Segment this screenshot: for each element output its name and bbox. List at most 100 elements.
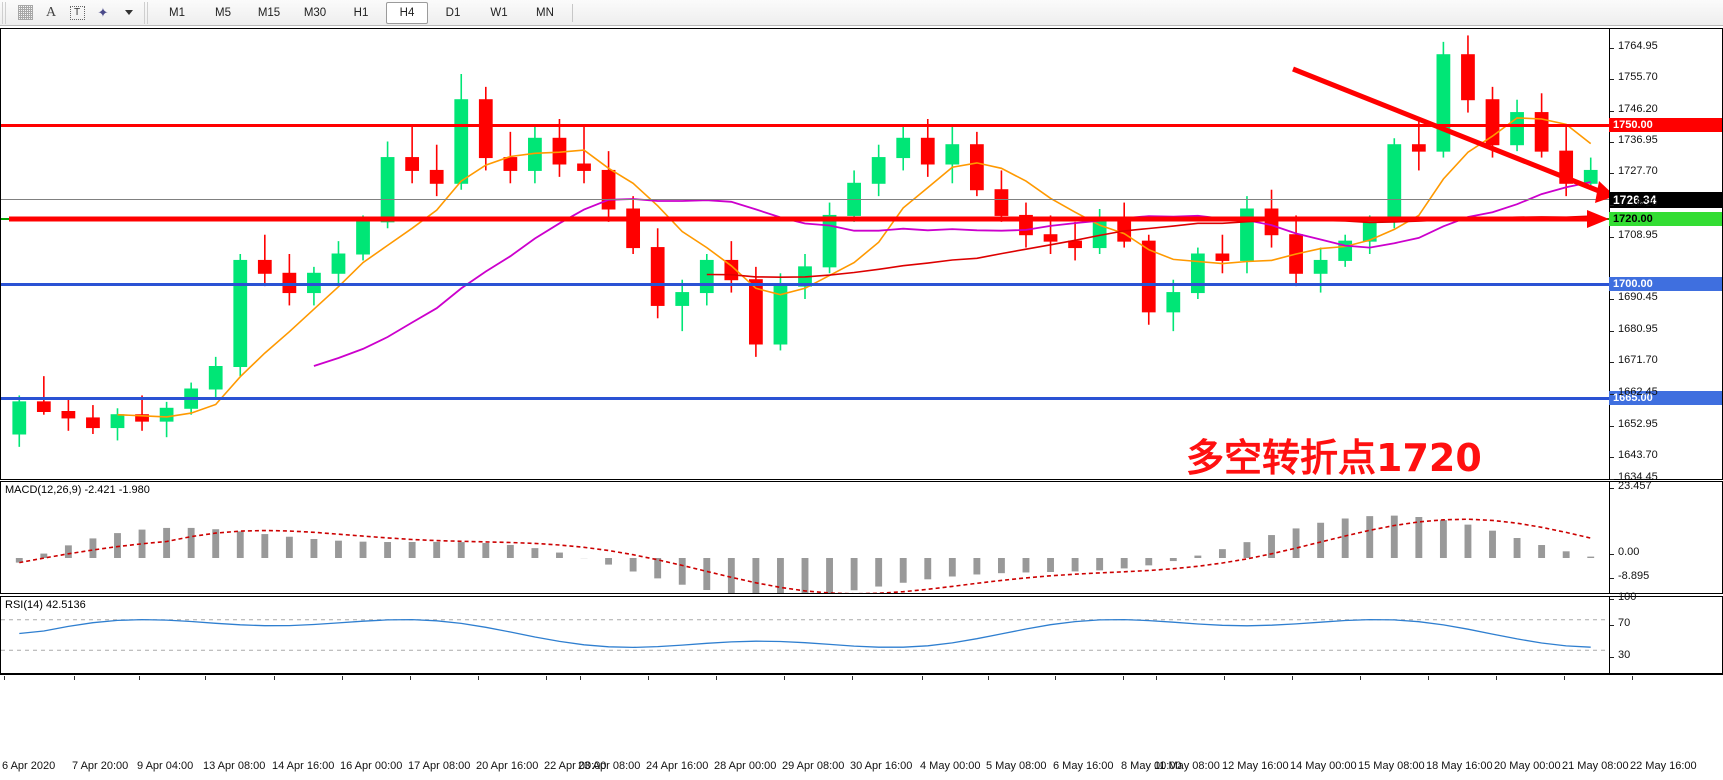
timeframe-m30[interactable]: M30 bbox=[303, 6, 327, 19]
candle bbox=[822, 202, 837, 274]
time-tick-9 bbox=[580, 676, 581, 680]
candlestick-series bbox=[12, 35, 1598, 447]
timeframe-h4[interactable]: H4 bbox=[386, 1, 428, 24]
price-tag-1720[interactable]: 1720.00 bbox=[1609, 212, 1722, 226]
time-tick-4 bbox=[274, 676, 275, 680]
timeframe-grip[interactable] bbox=[144, 1, 150, 24]
text-a-icon[interactable]: A bbox=[45, 4, 57, 20]
time-label-23: 20 May 00:00 bbox=[1494, 760, 1561, 772]
candle bbox=[1068, 221, 1082, 261]
toolbar-grip[interactable] bbox=[2, 1, 8, 24]
timeframe-m15[interactable]: M15 bbox=[257, 6, 281, 19]
time-label-7: 20 Apr 16:00 bbox=[476, 760, 539, 772]
candle bbox=[1019, 202, 1033, 248]
rsi-series bbox=[1, 618, 1609, 651]
time-axis[interactable]: 6 Apr 2020 7 Apr 20:00 9 Apr 04:00 13 Apr 0… bbox=[0, 674, 1723, 780]
timeframe-m5[interactable]: M5 bbox=[215, 6, 231, 19]
time-label-21: 15 May 08:00 bbox=[1358, 760, 1425, 772]
candle bbox=[282, 254, 297, 306]
timeframe-h1[interactable]: H1 bbox=[353, 6, 369, 19]
candle bbox=[36, 376, 51, 415]
time-label-3: 13 Apr 08:00 bbox=[203, 760, 266, 772]
candle bbox=[1485, 86, 1500, 158]
time-label-18: 11 May 08:00 bbox=[1154, 760, 1220, 772]
candle bbox=[1092, 209, 1107, 254]
time-label-14: 4 May 00:00 bbox=[920, 760, 981, 772]
candle bbox=[233, 254, 248, 377]
time-label-10: 24 Apr 16:00 bbox=[646, 760, 709, 772]
rsi-line bbox=[19, 618, 1591, 649]
time-label-11: 28 Apr 00:00 bbox=[714, 760, 777, 772]
time-label-15: 5 May 08:00 bbox=[986, 760, 1047, 772]
time-label-9: 23 Apr 08:00 bbox=[578, 760, 641, 772]
candle bbox=[307, 266, 321, 306]
timeframe-w1[interactable]: W1 bbox=[490, 6, 508, 19]
macd-pane[interactable]: MACD(12,26,9) -2.421 -1.980 23.457 0.00 -8… bbox=[0, 480, 1723, 594]
time-tick-2 bbox=[139, 676, 140, 680]
candle bbox=[12, 395, 27, 447]
macd-axis: 23.457 0.00 -8.895 bbox=[1609, 480, 1722, 593]
candle bbox=[871, 144, 886, 197]
candle bbox=[208, 356, 223, 399]
candle bbox=[577, 125, 591, 184]
candle bbox=[331, 241, 346, 287]
time-label-0: 6 Apr 2020 bbox=[2, 760, 56, 772]
text-label-icon[interactable]: T bbox=[64, 1, 90, 25]
level-line-1750[interactable] bbox=[1, 124, 1609, 127]
price-tag-1665[interactable]: 1665.00 bbox=[1609, 391, 1722, 405]
time-label-2: 9 Apr 04:00 bbox=[137, 760, 194, 772]
level-line-1665[interactable] bbox=[1, 397, 1609, 400]
candle bbox=[920, 119, 935, 177]
moving-average bbox=[313, 181, 1591, 367]
macd-label: MACD(12,26,9) -2.421 -1.980 bbox=[5, 484, 150, 496]
dropdown-caret-icon[interactable] bbox=[116, 1, 142, 25]
level-line-1700[interactable] bbox=[1, 283, 1609, 286]
candle bbox=[1043, 215, 1058, 254]
candle bbox=[552, 119, 567, 177]
rsi-plot-area[interactable]: RSI(14) 42.5136 bbox=[1, 597, 1609, 673]
chart-annotation-text[interactable]: 多空转折点1720 bbox=[1186, 436, 1482, 479]
level-line-1720-green[interactable] bbox=[1, 218, 1609, 220]
time-label-22: 18 May 16:00 bbox=[1426, 760, 1493, 772]
time-tick-10 bbox=[648, 676, 649, 680]
time-label-25: 22 May 16:00 bbox=[1630, 760, 1697, 772]
timeframe-mn[interactable]: MN bbox=[536, 6, 554, 19]
candle bbox=[1117, 202, 1132, 248]
timeframe-d1[interactable]: D1 bbox=[445, 6, 461, 19]
rsi-pane[interactable]: RSI(14) 42.5136 100 70 30 bbox=[0, 591, 1723, 674]
price-tag-1750[interactable]: 1750.00 bbox=[1609, 118, 1722, 132]
price-chart-pane[interactable]: 多空转折点1720 1750.00 1726.34 1720.00 1700.0… bbox=[0, 28, 1723, 483]
candle bbox=[847, 170, 861, 222]
timeframe-m1[interactable]: M1 bbox=[169, 6, 185, 19]
time-label-17: 8 May 00:00 bbox=[1121, 760, 1182, 772]
time-tick-22 bbox=[1428, 676, 1429, 680]
candle bbox=[429, 144, 444, 197]
candle bbox=[86, 405, 100, 434]
price-axis[interactable]: 1750.00 1726.34 1720.00 1700.00 1665.00 … bbox=[1609, 29, 1722, 483]
candle bbox=[380, 141, 395, 229]
price-plot-area[interactable]: 多空转折点1720 bbox=[1, 29, 1609, 479]
candle bbox=[1190, 247, 1205, 299]
toolbar: A T ✦ M1 M5 M15 M30 H1 H4 D1 W1 MN bbox=[0, 0, 1723, 26]
time-tick-14 bbox=[922, 676, 923, 680]
time-tick-18 bbox=[1156, 676, 1157, 680]
candle bbox=[1215, 234, 1230, 274]
price-tag-1700[interactable]: 1700.00 bbox=[1609, 277, 1722, 291]
price-tag-current[interactable]: 1726.34 bbox=[1609, 192, 1722, 208]
time-label-12: 29 Apr 08:00 bbox=[782, 760, 845, 772]
grid-icon[interactable] bbox=[12, 1, 38, 25]
candle bbox=[159, 401, 174, 438]
time-tick-11 bbox=[716, 676, 717, 680]
objects-icon[interactable]: ✦ bbox=[97, 4, 109, 20]
rsi-label: RSI(14) 42.5136 bbox=[5, 599, 86, 611]
macd-plot-area[interactable]: MACD(12,26,9) -2.421 -1.980 bbox=[1, 482, 1609, 593]
time-tick-0 bbox=[4, 676, 5, 680]
candle bbox=[135, 395, 149, 431]
time-label-5: 16 Apr 00:00 bbox=[340, 760, 403, 772]
candle bbox=[994, 170, 1009, 222]
rsi-axis: 100 70 30 bbox=[1609, 591, 1722, 673]
time-label-13: 30 Apr 16:00 bbox=[850, 760, 913, 772]
time-tick-23 bbox=[1496, 676, 1497, 680]
candle bbox=[1583, 157, 1598, 190]
